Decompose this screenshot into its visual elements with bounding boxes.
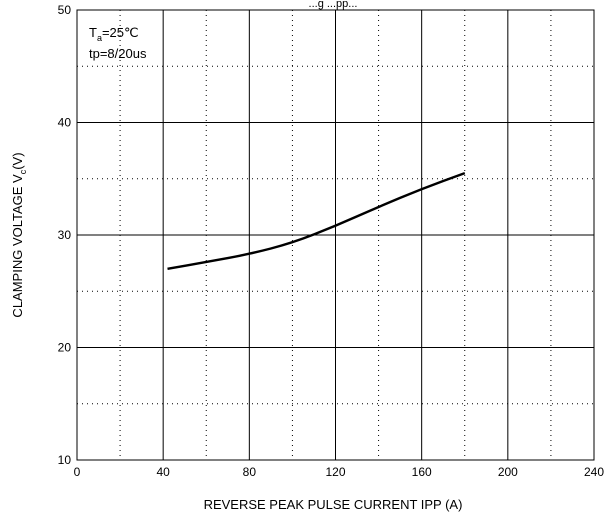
x-tick-label: 200 bbox=[498, 465, 518, 479]
x-tick-label: 240 bbox=[584, 465, 604, 479]
x-axis-label: REVERSE PEAK PULSE CURRENT IPP (A) bbox=[204, 497, 463, 512]
annotation-temperature: Ta=25℃ bbox=[89, 25, 139, 43]
x-tick-label: 40 bbox=[156, 465, 170, 479]
annotation-pulse: tp=8/20us bbox=[89, 46, 147, 61]
chart-title-partial: ...g ...pp... bbox=[309, 0, 358, 10]
tick-labels: 0 40 80 120 160 200 240 10 20 30 40 50 bbox=[58, 3, 605, 479]
x-tick-label: 80 bbox=[243, 465, 257, 479]
y-tick-label: 50 bbox=[58, 3, 72, 17]
grid bbox=[77, 10, 594, 460]
y-tick-label: 30 bbox=[58, 228, 72, 242]
y-tick-label: 20 bbox=[58, 341, 72, 355]
y-tick-label: 40 bbox=[58, 116, 72, 130]
series-line bbox=[167, 171, 466, 270]
x-tick-label: 160 bbox=[412, 465, 432, 479]
series-layer bbox=[167, 171, 466, 270]
plot-frame bbox=[76, 9, 595, 461]
y-tick-label: 10 bbox=[58, 453, 72, 467]
x-tick-label: 120 bbox=[325, 465, 345, 479]
y-axis-label: CLAMPING VOLTAGE Vc(V) bbox=[10, 152, 28, 317]
x-tick-label: 0 bbox=[74, 465, 81, 479]
